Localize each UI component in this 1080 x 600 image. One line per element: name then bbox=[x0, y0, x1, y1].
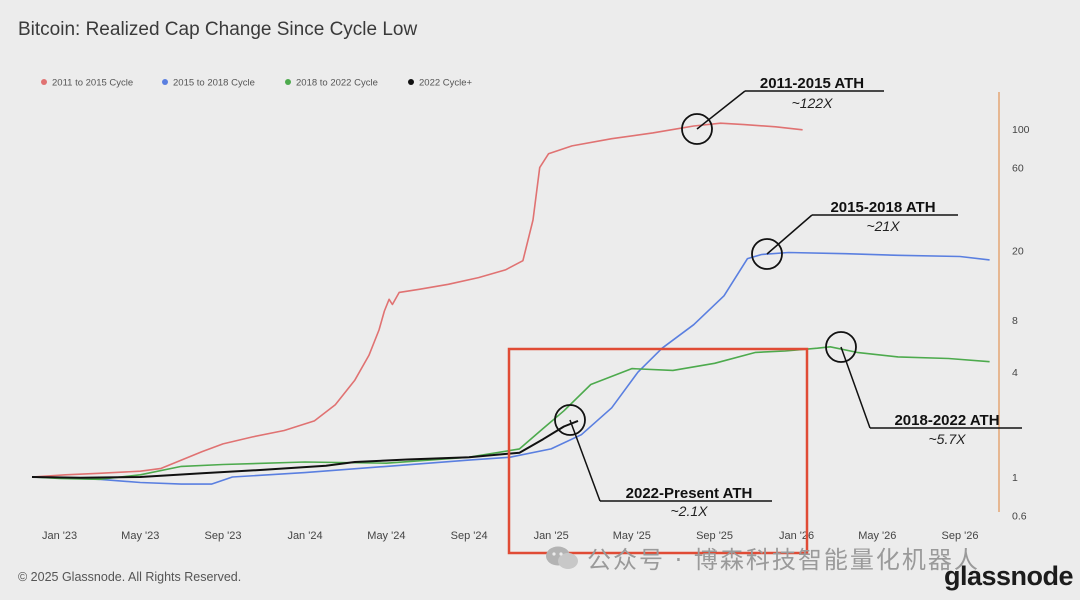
legend-label: 2011 to 2015 Cycle bbox=[52, 78, 133, 89]
ath-marker-circle bbox=[681, 113, 713, 145]
chart-title: Bitcoin: Realized Cap Change Since Cycle… bbox=[18, 19, 418, 40]
x-tick-label: May '23 bbox=[121, 530, 159, 542]
callout-leader bbox=[569, 419, 601, 502]
x-tick-label: Jan '23 bbox=[42, 530, 77, 542]
callout-value: ~5.7X bbox=[929, 431, 967, 447]
legend-label: 2022 Cycle+ bbox=[419, 78, 473, 89]
callout-title: 2018-2022 ATH bbox=[894, 412, 999, 429]
x-tick-label: Jan '24 bbox=[287, 530, 322, 542]
legend-swatch bbox=[285, 79, 291, 85]
highlight-box bbox=[507, 347, 809, 555]
series-line bbox=[31, 251, 990, 485]
x-tick-label: Sep '24 bbox=[451, 530, 488, 542]
series-line bbox=[31, 419, 579, 479]
y-axis-ticks: 100 60 20 8 4 1 0.6 bbox=[1012, 124, 1030, 523]
series-line bbox=[31, 346, 990, 481]
annotations: 2011-2015 ATH ~122X 2015-2018 ATH ~21X 2018-… bbox=[554, 75, 1022, 519]
y-tick-label: 1 bbox=[1012, 472, 1018, 484]
callout-leader bbox=[766, 214, 813, 255]
ath-marker-circle bbox=[825, 331, 857, 363]
legend-swatch bbox=[41, 79, 47, 85]
callout-title: 2015-2018 ATH bbox=[830, 199, 935, 216]
y-tick-label: 100 bbox=[1012, 124, 1030, 136]
callout-leader bbox=[696, 90, 746, 130]
callout-value: ~21X bbox=[866, 218, 900, 234]
wechat-icon bbox=[545, 545, 579, 571]
callout-value: ~2.1X bbox=[671, 503, 709, 519]
legend: 2011 to 2015 Cycle 2015 to 2018 Cycle 2018… bbox=[41, 78, 473, 89]
x-tick-label: Jan '25 bbox=[534, 530, 569, 542]
x-tick-label: Jan '26 bbox=[779, 530, 814, 542]
callout-value: ~122X bbox=[792, 95, 834, 111]
x-tick-label: May '25 bbox=[613, 530, 651, 542]
callout-title: 2022-Present ATH bbox=[626, 485, 753, 502]
x-tick-label: May '24 bbox=[367, 530, 405, 542]
ath-marker-circle bbox=[554, 404, 586, 436]
y-tick-label: 4 bbox=[1012, 367, 1018, 379]
glassnode-logo: glassnode bbox=[944, 561, 1074, 591]
x-tick-label: Sep '23 bbox=[204, 530, 241, 542]
callout-title: 2011-2015 ATH bbox=[760, 75, 864, 92]
series-lines bbox=[31, 122, 990, 485]
series-line bbox=[31, 122, 803, 478]
x-axis-ticks: Jan '23 May '23 Sep '23 Jan '24 May '24 Sep '… bbox=[42, 530, 978, 542]
copyright-text: © 2025 Glassnode. All Rights Reserved. bbox=[18, 570, 242, 584]
legend-swatch bbox=[162, 79, 168, 85]
legend-label: 2015 to 2018 Cycle bbox=[173, 78, 255, 89]
y-tick-label: 0.6 bbox=[1012, 511, 1027, 523]
y-tick-label: 8 bbox=[1012, 315, 1018, 327]
y-tick-label: 20 bbox=[1012, 246, 1024, 258]
y-tick-label: 60 bbox=[1012, 163, 1024, 175]
callout-leader bbox=[840, 346, 871, 429]
x-tick-label: Sep '26 bbox=[942, 530, 979, 542]
ath-marker-circle bbox=[751, 238, 783, 270]
watermark: 公众号 · 博森科技智能量化机器人 bbox=[545, 540, 980, 575]
x-tick-label: Sep '25 bbox=[696, 530, 733, 542]
legend-swatch bbox=[408, 79, 414, 85]
watermark-text: 公众号 · 博森科技智能量化机器人 bbox=[587, 546, 980, 574]
legend-label: 2018 to 2022 Cycle bbox=[296, 78, 378, 89]
x-tick-label: May '26 bbox=[858, 530, 896, 542]
